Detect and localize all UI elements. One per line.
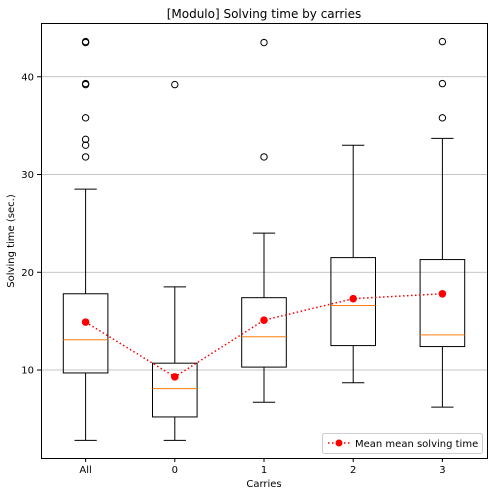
mean-point: [260, 316, 268, 324]
mean-point: [171, 373, 179, 381]
box-iqr: [330, 257, 376, 347]
box-iqr: [241, 297, 287, 368]
legend: Mean mean solving time: [322, 433, 483, 454]
x-tick-label: All: [79, 465, 91, 476]
mean-point: [81, 318, 90, 326]
legend-frame: [322, 433, 483, 454]
box-iqr: [152, 362, 198, 418]
outlier-point: [81, 153, 90, 161]
outlier-point: [81, 135, 90, 144]
outlier-point: [438, 114, 447, 122]
x-axis: All 0 1 2 3: [79, 458, 446, 476]
mean-line: [85, 293, 443, 378]
chart-title: [Modulo] Solving time by carries: [167, 7, 362, 21]
x-tick-label: 3: [439, 465, 445, 476]
mean-series: [81, 289, 447, 381]
outlier-point: [260, 38, 268, 47]
y-tick-label: 30: [21, 170, 34, 181]
legend-label: Mean mean solving time: [355, 439, 478, 450]
outlier-point: [171, 80, 179, 89]
box-iqr: [419, 259, 466, 348]
outlier-point: [260, 153, 268, 161]
y-tick-label: 10: [21, 366, 34, 377]
outlier-point: [438, 37, 447, 46]
outlier-point: [438, 79, 447, 88]
box-iqr: [62, 293, 109, 374]
x-tick-label: 1: [261, 465, 267, 476]
legend-marker-swatch: [335, 439, 343, 447]
y-axis: 10 20 30 40: [21, 72, 41, 377]
y-axis-label: Solving time (sec.): [6, 194, 17, 288]
outlier-point: [81, 37, 90, 46]
y-tick-label: 40: [21, 72, 34, 83]
outlier-point: [81, 141, 90, 149]
box-plots: [62, 37, 466, 441]
outlier-point: [81, 114, 90, 122]
mean-point: [438, 289, 447, 298]
mean-point: [349, 294, 358, 303]
outlier-point: [81, 79, 90, 88]
x-axis-label: Carries: [246, 479, 281, 490]
x-tick-label: 0: [172, 465, 178, 476]
x-tick-label: 2: [350, 465, 356, 476]
y-tick-label: 20: [21, 268, 34, 279]
